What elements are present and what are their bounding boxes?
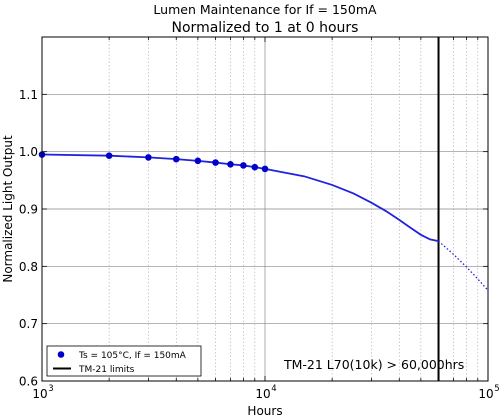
chart-title: Lumen Maintenance for If = 150mA	[153, 2, 377, 17]
data-point	[251, 163, 259, 171]
y-tick-label: 0.7	[19, 317, 38, 331]
y-tick-label: 0.8	[19, 260, 38, 274]
data-point	[172, 155, 180, 163]
legend-marker-icon	[57, 351, 65, 358]
x-tick-label: 10 5	[478, 384, 499, 401]
legend: Ts = 105°C, If = 150mA TM-21 limits	[46, 345, 202, 377]
y-axis-label: Normalized Light Output	[1, 135, 15, 283]
x-tick-label: 10 3	[32, 384, 53, 401]
legend-entry-measured: Ts = 105°C, If = 150mA	[78, 351, 187, 361]
y-tick-label: 1.0	[19, 145, 38, 159]
x-axis-label: Hours	[247, 404, 282, 418]
y-tick-label: 1.1	[19, 88, 38, 102]
data-point	[240, 162, 247, 169]
x-tick-label-exponent: 4	[271, 384, 276, 394]
x-tick-label-base: 10	[478, 387, 493, 401]
x-tick-label-base: 10	[255, 387, 270, 401]
y-tick-label: 0.6	[19, 375, 38, 389]
grid	[41, 37, 488, 382]
x-tick-label-base: 10	[32, 387, 47, 401]
legend-entry-limits: TM-21 limits	[78, 365, 135, 375]
data-point	[105, 152, 113, 159]
x-tick-label: 10 4	[255, 384, 276, 401]
y-tick-label: 0.9	[19, 203, 38, 217]
data-point	[212, 159, 219, 166]
x-tick-label-exponent: 3	[48, 384, 53, 394]
data-point	[145, 154, 152, 161]
tm21-annotation: TM-21 L70(10k) > 60,000hrs	[283, 357, 464, 372]
extrapolation-dotted-line	[438, 240, 489, 291]
x-tick-label-exponent: 5	[494, 384, 499, 394]
y-axis-ticks: 0.6 0.7 0.8 0.9 1.0 1.1	[19, 88, 488, 389]
legend-box	[46, 345, 202, 377]
data-point	[194, 157, 202, 165]
projection-solid-line	[41, 153, 439, 242]
data-point	[261, 165, 269, 173]
series-layer	[38, 151, 489, 291]
x-axis-ticks: 10 3 10 4 10 5	[32, 37, 500, 401]
data-point	[227, 160, 234, 168]
chart-subtitle: Normalized to 1 at 0 hours	[172, 20, 359, 36]
